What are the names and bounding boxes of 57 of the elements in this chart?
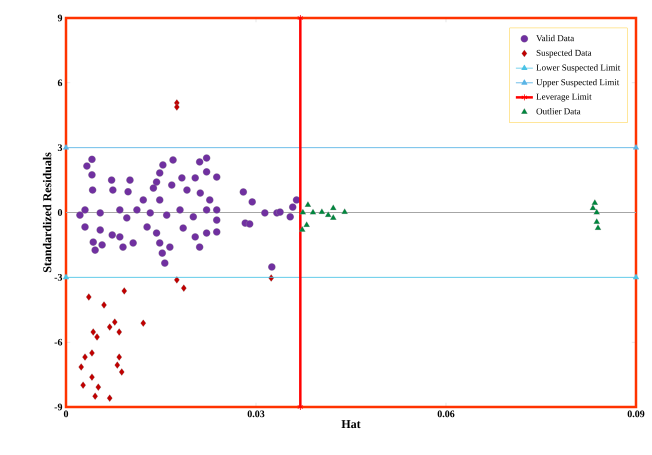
y-tick-label: 0 — [58, 209, 62, 216]
y-axis-title: Standardized Residuals — [42, 152, 52, 272]
point — [121, 287, 128, 295]
point — [116, 353, 122, 361]
point — [118, 368, 125, 376]
point — [318, 208, 326, 214]
point — [78, 363, 84, 371]
legend-label: Upper Suspected Limit — [536, 78, 620, 88]
point — [298, 226, 306, 232]
point — [593, 208, 600, 214]
point — [330, 204, 337, 210]
point — [174, 103, 180, 111]
x-axis-title: Hat — [342, 420, 361, 428]
x-tick-label: 0.03 — [248, 410, 264, 418]
point — [92, 392, 98, 400]
point — [106, 323, 113, 331]
point — [80, 381, 86, 389]
x-tick-label: 0.09 — [628, 410, 644, 418]
point — [341, 208, 348, 214]
legend-label: Outlier Data — [536, 108, 581, 114]
legend-label: Leverage Limit — [536, 94, 592, 102]
y-tick-label: -6 — [54, 338, 62, 346]
x-tick-label: 0.06 — [438, 410, 454, 418]
point — [116, 328, 122, 336]
point — [304, 201, 312, 207]
point — [94, 333, 100, 341]
point — [114, 361, 120, 369]
y-tick-label: 6 — [58, 79, 62, 86]
x-tick-label: 0 — [64, 410, 68, 418]
point — [300, 208, 306, 214]
point — [324, 211, 332, 218]
legend-label: Suspected Data — [536, 50, 592, 58]
point — [303, 221, 310, 227]
point — [593, 218, 600, 224]
point — [89, 349, 95, 357]
point — [330, 214, 337, 220]
point — [89, 373, 95, 381]
legend-label: Valid Data — [536, 34, 574, 42]
point — [174, 276, 180, 284]
point — [590, 204, 596, 210]
point — [95, 383, 102, 391]
y-tick-label: 3 — [58, 144, 62, 152]
point — [86, 293, 92, 301]
y-tick-label: 9 — [58, 14, 62, 22]
point — [180, 284, 187, 292]
point — [140, 319, 146, 327]
point — [310, 208, 316, 214]
point — [101, 301, 107, 309]
point — [592, 199, 598, 205]
point — [106, 394, 113, 402]
y-tick-label: -3 — [54, 274, 62, 281]
y-tick-label: -9 — [54, 404, 62, 410]
point — [82, 353, 88, 361]
point — [90, 328, 96, 336]
point — [594, 224, 602, 230]
legend-label: Lower Suspected Limit — [536, 64, 620, 72]
point — [112, 318, 118, 326]
